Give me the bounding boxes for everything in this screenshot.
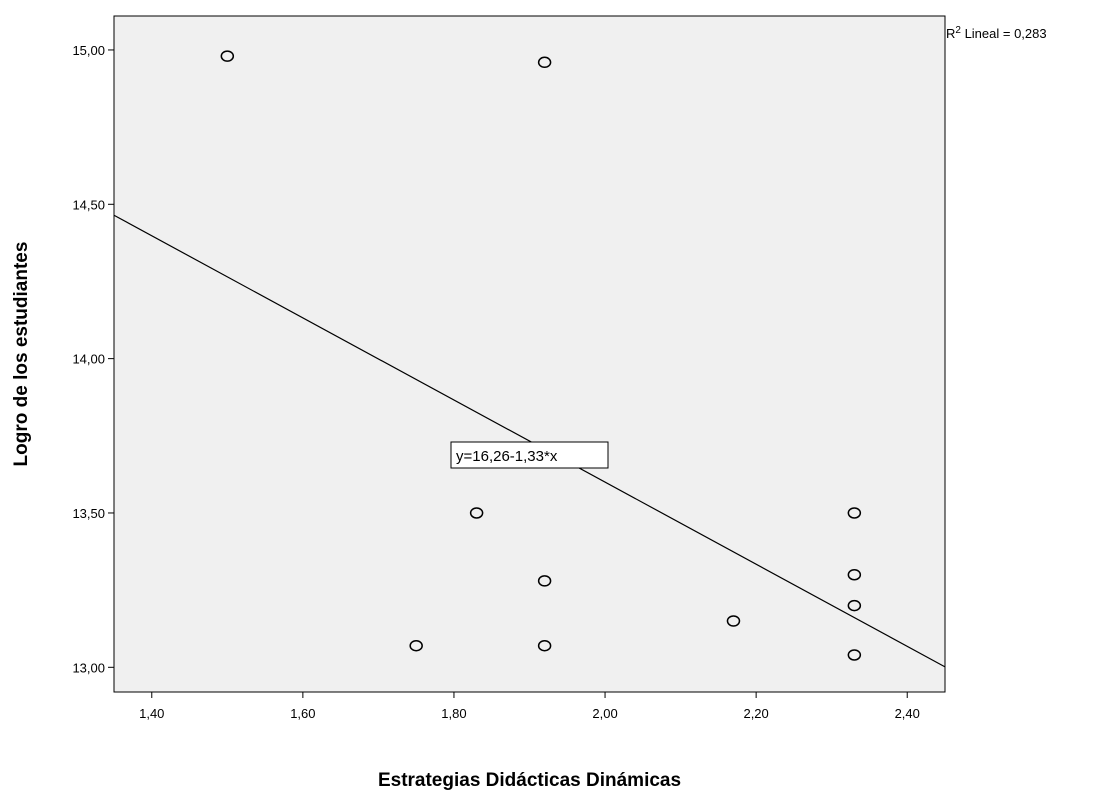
equation-box-frame xyxy=(450,441,609,469)
r-squared-r: R xyxy=(946,26,955,41)
x-tick-label: 1,40 xyxy=(139,706,164,721)
x-axis: 1,40 1,60 1,80 2,00 2,20 2,40 xyxy=(139,692,920,721)
equation-box: y=16,26-1,33*x xyxy=(450,441,609,469)
data-point xyxy=(847,568,862,581)
x-axis-title: Estrategias Didácticas Dinámicas xyxy=(378,770,681,791)
data-point xyxy=(537,639,552,652)
r-squared-label: R2 Lineal = 0,283 xyxy=(946,25,1047,41)
fit-line xyxy=(113,214,946,668)
y-tick-label: 13,50 xyxy=(72,506,105,521)
data-point xyxy=(220,50,235,62)
y-tick-label: 14,50 xyxy=(72,197,105,212)
x-tick-label: 1,80 xyxy=(441,706,466,721)
y-tick-label: 13,00 xyxy=(72,660,105,675)
data-point xyxy=(537,575,552,587)
x-tick-label: 2,00 xyxy=(592,706,617,721)
data-point xyxy=(847,649,862,661)
data-point xyxy=(847,507,862,519)
equation-label: y=16,26-1,33*x xyxy=(456,448,558,465)
x-tick-label: 1,60 xyxy=(290,706,315,721)
x-tick-label: 2,20 xyxy=(743,706,768,721)
data-point xyxy=(469,507,484,519)
y-tick-label: 15,00 xyxy=(72,43,105,58)
y-tick-label: 14,00 xyxy=(72,352,105,367)
y-axis: 13,00 13,50 14,00 14,50 15,00 xyxy=(72,43,114,675)
x-tick-label: 2,40 xyxy=(895,706,920,721)
fit-line-layer xyxy=(113,214,946,668)
r-squared-sup: 2 xyxy=(955,25,961,36)
r-squared-value: Lineal = 0,283 xyxy=(961,26,1047,41)
plot-area xyxy=(113,15,946,693)
data-point xyxy=(726,615,741,627)
points-layer xyxy=(220,50,862,661)
data-point xyxy=(537,56,552,69)
data-point xyxy=(409,639,423,652)
data-point xyxy=(847,599,862,612)
y-axis-title: Logro de los estudiantes xyxy=(11,242,32,467)
